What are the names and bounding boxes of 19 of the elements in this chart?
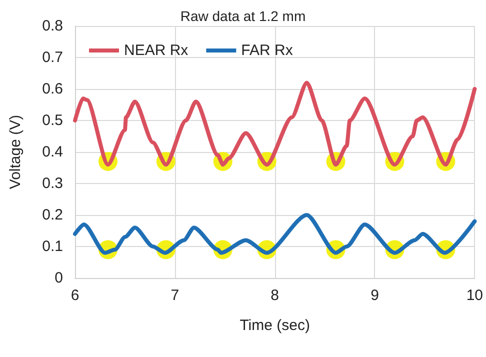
y-tick-label: 0.1 [42, 238, 63, 255]
x-tick-label: 8 [270, 287, 279, 304]
legend-label: FAR Rx [241, 42, 294, 59]
x-tick-label: 7 [170, 287, 180, 304]
legend-label: NEAR Rx [124, 42, 189, 59]
y-axis-title: Voltage (V) [7, 114, 24, 190]
y-tick-label: 0.7 [42, 49, 63, 66]
y-tick-label: 0.3 [42, 175, 63, 192]
x-tick-label: 10 [466, 287, 483, 304]
y-tick-label: 0.2 [42, 206, 63, 224]
y-tick-label: 0 [54, 270, 63, 286]
y-tick-label: 0.8 [42, 18, 63, 34]
chart-title: Raw data at 1.2 mm [180, 8, 306, 24]
x-axis-title: Time (sec) [240, 317, 310, 334]
y-tick-label: 0.5 [42, 112, 63, 129]
y-tick-label: 0.6 [42, 80, 63, 98]
x-tick-label: 6 [70, 287, 80, 304]
x-tick-label: 9 [370, 287, 379, 304]
y-tick-label: 0.4 [42, 144, 63, 160]
